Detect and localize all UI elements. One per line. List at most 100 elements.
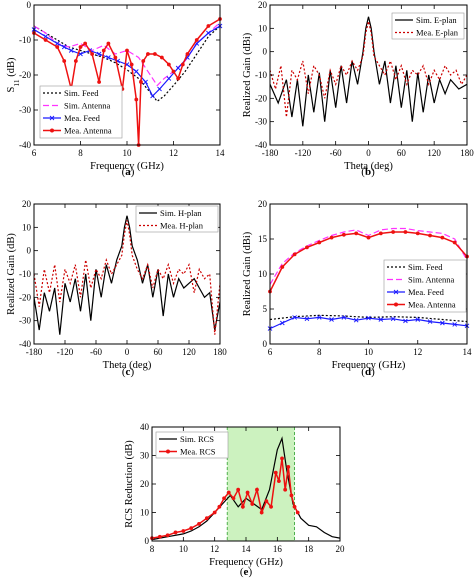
legend: Sim. RCS Mea. RCS xyxy=(155,431,229,459)
x-tick-label: 14 xyxy=(242,544,252,554)
data-point xyxy=(305,245,309,250)
panel-label: (d) xyxy=(361,366,375,378)
data-point xyxy=(212,510,217,515)
data-point xyxy=(129,62,134,67)
data-point xyxy=(173,530,178,535)
data-point xyxy=(317,240,322,245)
legend-marker xyxy=(394,302,398,307)
legend-label: Sim. Feed xyxy=(408,262,443,272)
x-axis-title: Theta (deg) xyxy=(103,360,152,371)
legend: Sim. E-plan Mea. E-plan xyxy=(391,12,465,40)
data-point xyxy=(452,240,457,245)
data-point xyxy=(292,252,297,257)
y-tick-label: 15 xyxy=(258,234,268,244)
y-tick-label: 30 xyxy=(140,451,150,461)
y-tick-label: 20 xyxy=(258,199,268,209)
data-point xyxy=(304,316,310,322)
data-point xyxy=(295,510,300,515)
data-point xyxy=(73,59,78,63)
series-line-1 xyxy=(270,16,467,127)
y-tick-label: -10 xyxy=(19,35,31,45)
legend-marker xyxy=(393,289,399,295)
data-point xyxy=(255,487,259,492)
data-point xyxy=(176,76,181,81)
series-line-3 xyxy=(270,316,467,330)
legend-marker xyxy=(50,128,54,133)
y-tick-label: 0 xyxy=(145,536,150,546)
y-tick-label: -40 xyxy=(255,140,267,150)
data-point xyxy=(391,230,396,234)
legend-label: Mea. RCS xyxy=(180,447,216,457)
y-tick-label: 20 xyxy=(22,199,32,209)
legend-label: Sim. Antenna xyxy=(408,275,455,285)
y-axis-title: Realized Gain (dB) xyxy=(6,233,17,315)
data-point xyxy=(133,69,139,74)
data-point xyxy=(427,319,433,324)
x-tick-label: -60 xyxy=(330,148,342,158)
legend-label: Mea. E-plan xyxy=(416,28,459,38)
series-line-1 xyxy=(34,215,220,335)
y-tick-label: -30 xyxy=(19,316,31,326)
x-tick-label: 20 xyxy=(336,544,346,554)
data-point xyxy=(78,45,83,49)
data-point xyxy=(139,80,143,84)
y-tick-label: -10 xyxy=(255,70,267,80)
x-tick-label: 8 xyxy=(150,544,155,554)
y-tick-label: -40 xyxy=(19,339,31,349)
data-point xyxy=(61,44,67,50)
data-point xyxy=(279,320,285,326)
data-point xyxy=(403,318,408,324)
data-point xyxy=(90,52,95,56)
x-tick-label: 120 xyxy=(182,347,196,357)
legend-box xyxy=(155,431,229,459)
data-point xyxy=(316,315,322,320)
chart-panel-d: 6 8 10 12 14 0 5 10 15 20 Frequency (GHz) Realized … xyxy=(242,199,472,378)
data-point xyxy=(240,504,245,509)
data-point xyxy=(329,235,334,240)
y-tick-label: -30 xyxy=(255,117,267,127)
data-point xyxy=(269,504,273,509)
x-tick-label: 0 xyxy=(125,347,130,357)
chart-panel-c: -180 -120 -60 0 60 120 180 -40 -30 -20 -10 0 10 20 The… xyxy=(6,199,227,378)
series-line-1 xyxy=(270,314,467,323)
data-point xyxy=(286,465,291,469)
x-tick-label: -120 xyxy=(57,347,74,357)
y-tick-label: 5 xyxy=(263,304,268,314)
x-tick-label: 180 xyxy=(460,148,474,158)
x-tick-label: -120 xyxy=(295,148,312,158)
y-axis-title: RCS Reduction (dB) xyxy=(124,440,135,528)
panel-label: (e) xyxy=(240,566,253,578)
x-tick-label: 14 xyxy=(216,148,226,158)
data-point xyxy=(415,231,420,236)
x-tick-label: 12 xyxy=(413,347,422,357)
data-point xyxy=(341,315,347,320)
legend-label: Sim. H-plan xyxy=(160,208,202,218)
y-tick-label: 10 xyxy=(22,222,32,232)
data-point xyxy=(264,499,269,503)
legend-box xyxy=(135,205,219,233)
data-point xyxy=(180,62,185,67)
legend-label: Mea. Feed xyxy=(64,113,101,123)
data-point xyxy=(329,317,334,322)
data-point xyxy=(97,80,101,84)
x-tick-label: 12 xyxy=(169,148,178,158)
data-point xyxy=(366,315,371,321)
data-point xyxy=(106,55,111,60)
data-point xyxy=(165,533,170,538)
x-axis-title: Frequency (GHz) xyxy=(90,161,164,172)
data-point xyxy=(159,55,164,60)
legend-box xyxy=(391,12,465,40)
data-point xyxy=(415,317,421,322)
data-point xyxy=(217,504,222,509)
legend: Sim. H-plan Mea. H-plan xyxy=(135,205,219,233)
data-point xyxy=(153,52,157,56)
x-tick-label: -180 xyxy=(262,148,279,158)
legend-label: Mea. Antenna xyxy=(408,300,456,310)
data-point xyxy=(283,487,288,492)
data-point xyxy=(226,490,231,495)
data-point xyxy=(166,62,171,67)
legend-label: Sim. Feed xyxy=(64,88,99,98)
data-point xyxy=(292,504,297,509)
data-point xyxy=(175,65,181,71)
data-point xyxy=(143,79,148,85)
